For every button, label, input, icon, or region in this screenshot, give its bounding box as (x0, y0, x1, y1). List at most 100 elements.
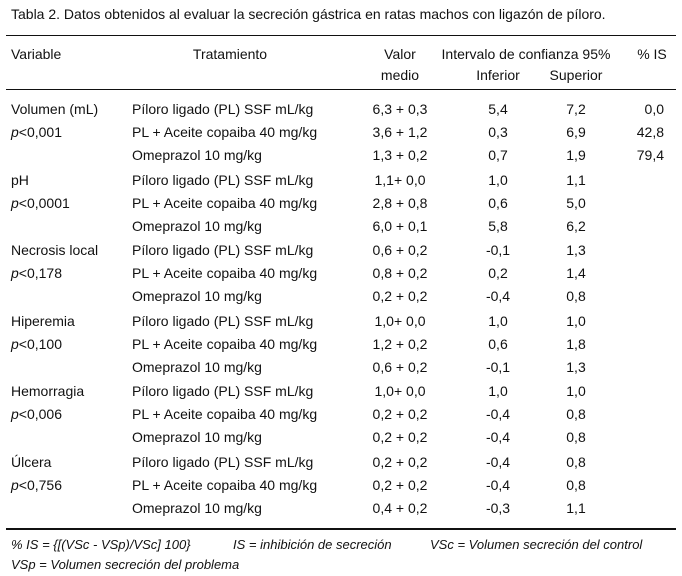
header-is: % IS (637, 46, 667, 62)
cell-valor: 3,6 + 1,2 (372, 124, 428, 140)
cell-valor: 0,2 + 0,2 (372, 406, 428, 422)
cell-inferior: 0,6 (488, 195, 508, 211)
p-symbol: p (11, 477, 19, 493)
cell-tratamiento: PL + Aceite copaiba 40 mg/kg (132, 124, 318, 140)
cell-superior: 1,3 (566, 242, 586, 258)
cell-inferior: -0,4 (485, 477, 511, 493)
header-inferior: Inferior (476, 67, 520, 83)
p-value: p<0,001 (11, 121, 62, 144)
cell-inferior: 1,0 (488, 172, 508, 188)
p-value: p<0,100 (11, 333, 62, 356)
cell-inferior: 0,3 (488, 124, 508, 140)
p-symbol: p (11, 406, 19, 422)
cell-tratamiento: Omeprazol 10 mg/kg (132, 288, 262, 304)
p-value: p<0,006 (11, 403, 62, 426)
cell-valor: 0,2 + 0,2 (372, 288, 428, 304)
cell-valor: 0,8 + 0,2 (372, 265, 428, 281)
header-valor-line1: Valor (384, 46, 416, 62)
cell-tratamiento: PL + Aceite copaiba 40 mg/kg (132, 265, 318, 281)
p-threshold: <0,006 (18, 406, 63, 422)
cell-inferior: 5,4 (488, 101, 508, 117)
header-superior: Superior (549, 67, 603, 83)
cell-superior: 6,9 (566, 124, 586, 140)
cell-is: 42,8 (636, 124, 664, 140)
cell-tratamiento: Omeprazol 10 mg/kg (132, 218, 262, 234)
cell-valor: 1,0+ 0,0 (374, 383, 426, 399)
variable-name: Hiperemia (11, 313, 75, 329)
cell-tratamiento: Píloro ligado (PL) SSF mL/kg (132, 383, 314, 399)
p-threshold: <0,100 (18, 336, 63, 352)
p-value: p<0,756 (11, 474, 62, 497)
cell-tratamiento: Píloro ligado (PL) SSF mL/kg (132, 172, 314, 188)
cell-tratamiento: PL + Aceite copaiba 40 mg/kg (132, 195, 318, 211)
p-value: p<0,178 (11, 262, 62, 285)
cell-valor: 1,2 + 0,2 (372, 336, 428, 352)
p-symbol: p (11, 265, 19, 281)
cell-tratamiento: Píloro ligado (PL) SSF mL/kg (132, 101, 314, 117)
footnote-formula: % IS = {[(VSc - VSp)/VSc] 100} (11, 537, 191, 552)
cell-inferior: -0,3 (485, 500, 511, 516)
cell-valor: 1,3 + 0,2 (372, 147, 428, 163)
cell-tratamiento: Píloro ligado (PL) SSF mL/kg (132, 313, 314, 329)
cell-tratamiento: PL + Aceite copaiba 40 mg/kg (132, 406, 318, 422)
footnote-is-definition: IS = inhibición de secreción (233, 537, 392, 552)
cell-inferior: 0,6 (488, 336, 508, 352)
table-caption: Tabla 2. Datos obtenidos al evaluar la s… (11, 6, 606, 22)
cell-inferior: 1,0 (488, 383, 508, 399)
cell-superior: 7,2 (566, 101, 586, 117)
cell-inferior: -0,4 (485, 429, 511, 445)
cell-superior: 1,1 (566, 500, 586, 516)
footnote-vsp-definition: VSp = Volumen secreción del problema (11, 557, 240, 572)
variable-name: Hemorragia (11, 383, 85, 399)
cell-inferior: -0,1 (485, 242, 511, 258)
p-threshold: <0,178 (18, 265, 63, 281)
cell-valor: 0,2 + 0,2 (372, 454, 428, 470)
cell-inferior: -0,4 (485, 406, 511, 422)
cell-tratamiento: Omeprazol 10 mg/kg (132, 147, 262, 163)
header-valor-medio: Valor medio (370, 44, 430, 86)
cell-valor: 2,8 + 0,8 (372, 195, 428, 211)
p-symbol: p (11, 336, 19, 352)
cell-superior: 0,8 (566, 477, 586, 493)
p-threshold: <0,001 (18, 124, 63, 140)
cell-tratamiento: PL + Aceite copaiba 40 mg/kg (132, 336, 318, 352)
cell-valor: 0,6 + 0,2 (372, 242, 428, 258)
cell-valor: 1,1+ 0,0 (374, 172, 426, 188)
cell-valor: 6,0 + 0,1 (372, 218, 428, 234)
cell-superior: 1,0 (566, 313, 586, 329)
cell-inferior: -0,1 (485, 359, 511, 375)
cell-tratamiento: PL + Aceite copaiba 40 mg/kg (132, 477, 318, 493)
p-symbol: p (11, 195, 19, 211)
cell-superior: 6,2 (566, 218, 586, 234)
cell-tratamiento: Omeprazol 10 mg/kg (132, 429, 262, 445)
cell-inferior: 0,7 (488, 147, 508, 163)
header-valor-line2: medio (380, 67, 420, 83)
cell-valor: 0,4 + 0,2 (372, 500, 428, 516)
cell-valor: 6,3 + 0,3 (372, 101, 428, 117)
header-tratamiento: Tratamiento (192, 46, 268, 62)
cell-valor: 0,2 + 0,2 (372, 429, 428, 445)
cell-superior: 1,8 (566, 336, 586, 352)
cell-inferior: 1,0 (488, 313, 508, 329)
cell-superior: 1,9 (566, 147, 586, 163)
cell-superior: 1,3 (566, 359, 586, 375)
cell-superior: 0,8 (566, 288, 586, 304)
table-bottom-rule (6, 528, 676, 530)
cell-valor: 1,0+ 0,0 (374, 313, 426, 329)
variable-name: Necrosis local (11, 242, 99, 258)
cell-inferior: -0,4 (485, 454, 511, 470)
cell-superior: 0,8 (566, 429, 586, 445)
cell-superior: 0,8 (566, 406, 586, 422)
cell-superior: 5,0 (566, 195, 586, 211)
cell-is: 79,4 (636, 147, 664, 163)
cell-superior: 1,1 (566, 172, 586, 188)
header-variable: Variable (11, 46, 62, 62)
table-top-rule (6, 35, 676, 36)
p-threshold: <0,756 (18, 477, 63, 493)
header-rule (6, 89, 676, 90)
cell-superior: 1,4 (566, 265, 586, 281)
cell-valor: 0,2 + 0,2 (372, 477, 428, 493)
p-symbol: p (11, 124, 19, 140)
variable-name: Úlcera (11, 454, 52, 470)
cell-inferior: 0,2 (488, 265, 508, 281)
